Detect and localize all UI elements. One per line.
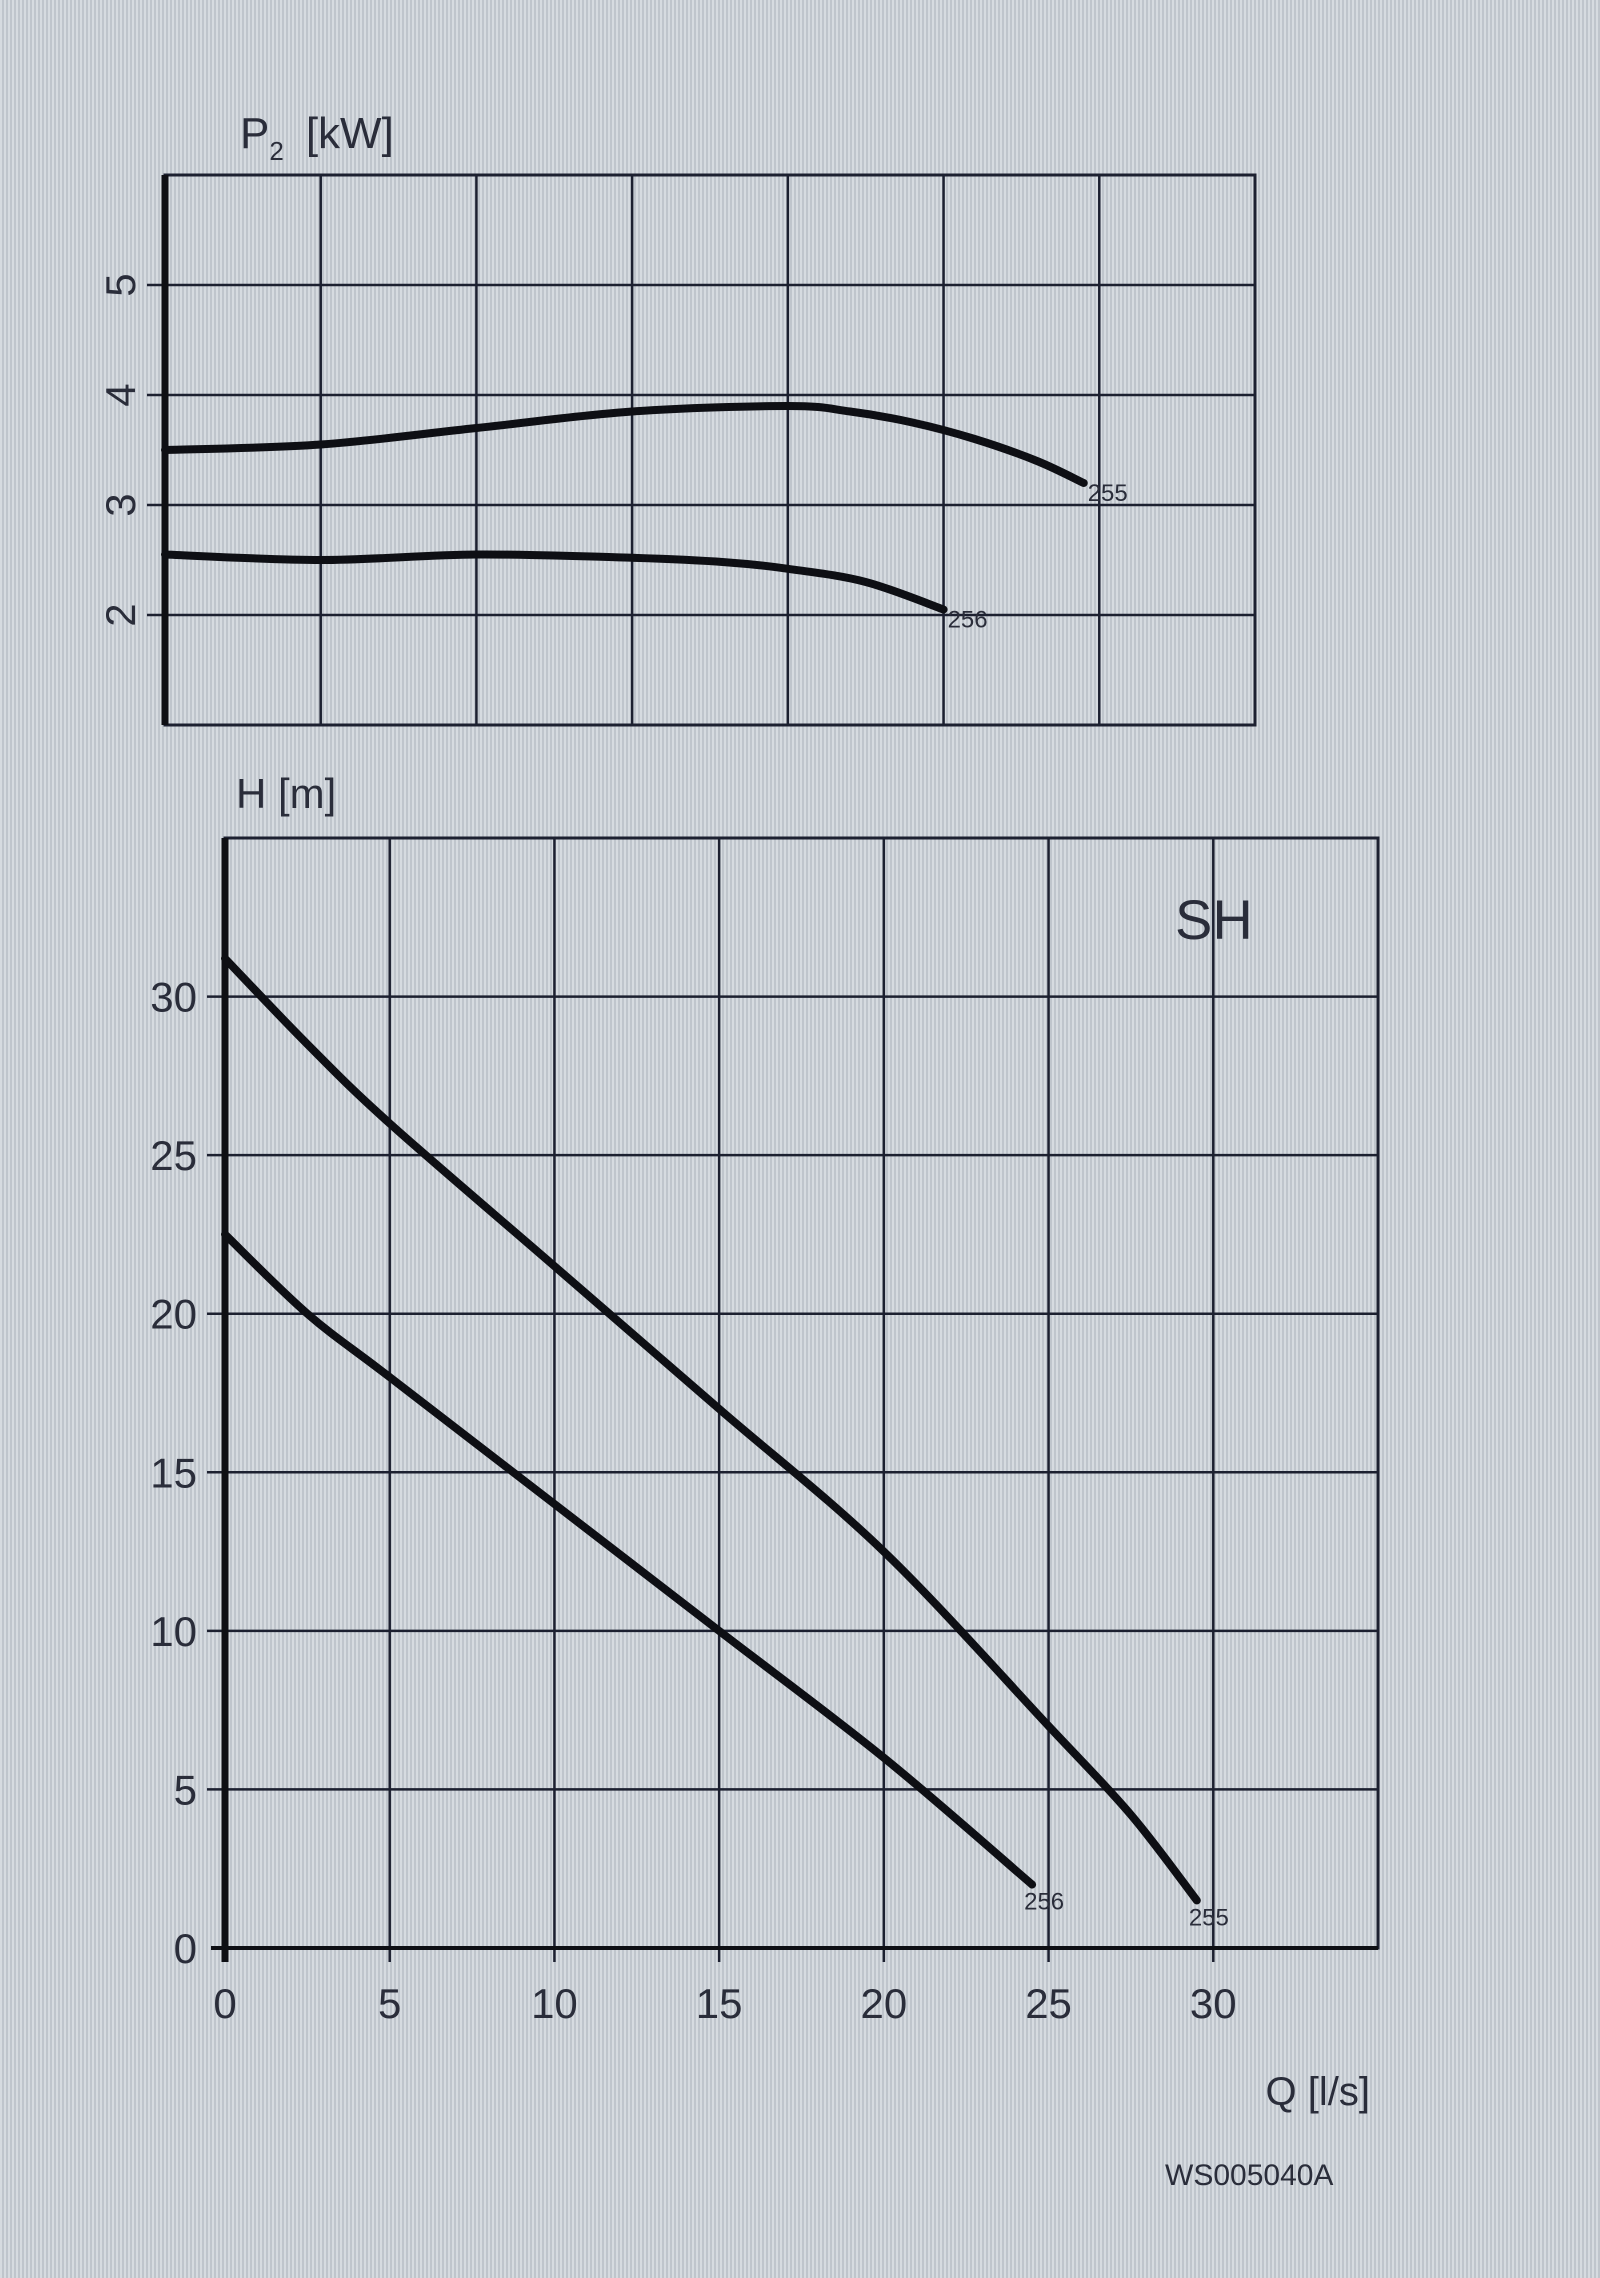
series-annotation: SH — [1175, 888, 1253, 951]
y-tick-label: 5 — [97, 273, 144, 296]
y-tick-label: 3 — [97, 493, 144, 516]
y-tick-label: 10 — [150, 1608, 197, 1655]
power-axis-label: P2 [kW] — [240, 109, 394, 166]
head-axis-label: H [m] — [236, 770, 336, 817]
curve-256 — [161, 550, 948, 614]
y-tick-label: 25 — [150, 1132, 197, 1179]
y-tick-label: 4 — [97, 383, 144, 406]
x-tick-label: 20 — [860, 1980, 907, 2027]
y-tick-label: 15 — [150, 1449, 197, 1496]
head-chart: 0 5 10 15 20 25 30 0 5 10 15 20 25 30 255 256 — [150, 836, 1380, 2027]
curve-255 — [221, 954, 1201, 1905]
y-tick-label: 2 — [97, 603, 144, 626]
x-tick-label: 0 — [213, 1980, 236, 2027]
x-tick-label: 25 — [1025, 1980, 1072, 2027]
power-chart: 2 3 4 5 255 256 — [97, 173, 1257, 727]
x-tick-label: 30 — [1190, 1980, 1237, 2027]
curve-label-256: 256 — [948, 607, 988, 634]
y-tick-label: 20 — [150, 1291, 197, 1338]
x-tick-label: 5 — [378, 1980, 401, 2027]
plot-frame — [223, 836, 1380, 1950]
figure-code: WS005040A — [1165, 2159, 1333, 2192]
y-tick-label: 0 — [174, 1925, 197, 1972]
curve-label-256: 256 — [1024, 1889, 1064, 1916]
curve-256 — [221, 1230, 1037, 1889]
flow-axis-label: Q [l/s] — [1266, 2070, 1370, 2114]
y-tick-label: 5 — [174, 1766, 197, 1813]
plot-frame — [163, 173, 1257, 727]
x-tick-label: 10 — [531, 1980, 578, 2027]
curve-label-255: 255 — [1189, 1904, 1229, 1931]
y-tick-label: 30 — [150, 974, 197, 1021]
curve-label-255: 255 — [1088, 480, 1128, 507]
curve-255 — [161, 401, 1088, 487]
x-tick-label: 15 — [696, 1980, 743, 2027]
